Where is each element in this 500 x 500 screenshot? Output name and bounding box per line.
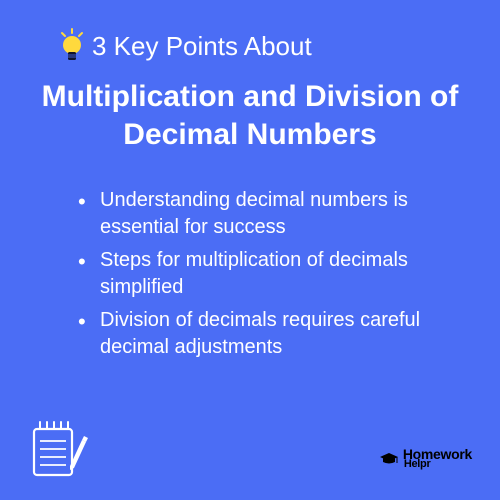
lightbulb-icon [58,28,86,64]
brand-logo: Homework Helpr [379,448,472,470]
notepad-icon [28,418,88,480]
header-row: 3 Key Points About [0,0,500,64]
list-item: Understanding decimal numbers is essenti… [78,187,450,241]
graduation-cap-icon [379,452,399,466]
page-title: Multiplication and Division of Decimal N… [0,64,500,153]
list-item: Division of decimals requires careful de… [78,307,450,361]
header-text: 3 Key Points About [92,31,312,62]
brand-text: Homework Helpr [403,448,472,470]
brand-line2: Helpr [404,460,472,470]
bullet-list: Understanding decimal numbers is essenti… [0,153,500,361]
list-item: Steps for multiplication of decimals sim… [78,247,450,301]
